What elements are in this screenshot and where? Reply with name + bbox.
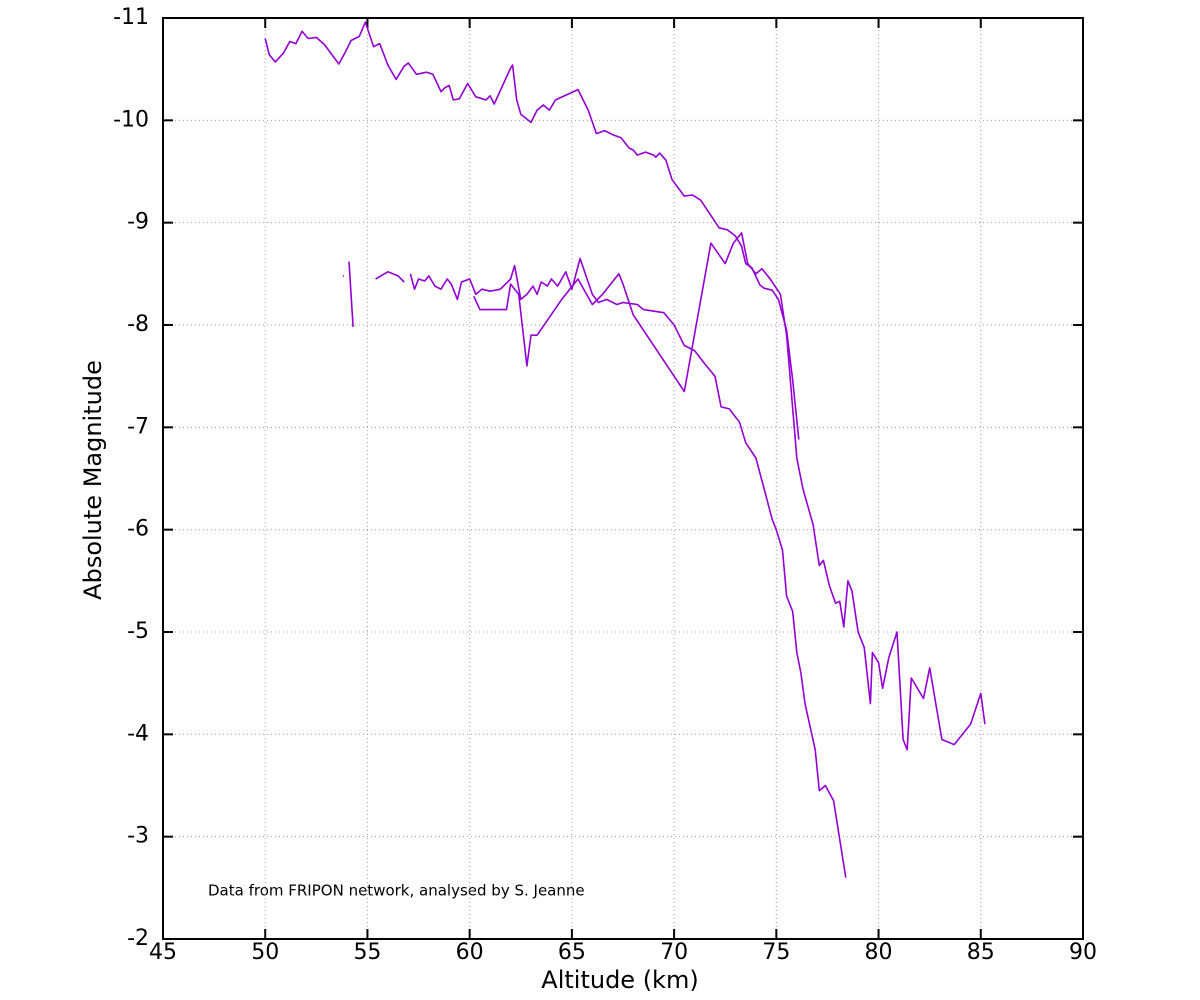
data-line xyxy=(264,21,800,440)
x-tick-label: 75 xyxy=(762,940,790,965)
y-tick-label: -2 xyxy=(127,926,149,951)
x-axis-label: Altitude (km) xyxy=(541,966,698,994)
y-tick-label: -7 xyxy=(127,414,149,439)
x-tick-label: 45 xyxy=(149,940,177,965)
x-tick-label: 85 xyxy=(967,940,995,965)
annotation: Data from FRIPON network, analysed by S.… xyxy=(208,882,585,900)
y-tick-label: -10 xyxy=(113,107,149,132)
x-tick-label: 55 xyxy=(353,940,381,965)
y-tick-label: -8 xyxy=(127,312,149,337)
x-tick-label: 80 xyxy=(865,940,893,965)
y-tick-label: -5 xyxy=(127,619,149,644)
y-tick-label: -11 xyxy=(113,5,149,30)
x-tick-label: 65 xyxy=(558,940,586,965)
x-tick-label: 50 xyxy=(251,940,279,965)
y-tick-label: -4 xyxy=(127,721,149,746)
y-tick-label: -6 xyxy=(127,517,149,542)
data-line xyxy=(342,257,847,878)
x-tick-label: 70 xyxy=(660,940,688,965)
y-tick-label: -3 xyxy=(127,824,149,849)
y-tick-label: -9 xyxy=(127,210,149,235)
x-tick-label: 90 xyxy=(1069,940,1097,965)
data-line xyxy=(473,232,986,751)
x-tick-label: 60 xyxy=(456,940,484,965)
plot-frame xyxy=(162,17,1084,940)
y-axis-label: Absolute Magnitude xyxy=(79,360,107,600)
